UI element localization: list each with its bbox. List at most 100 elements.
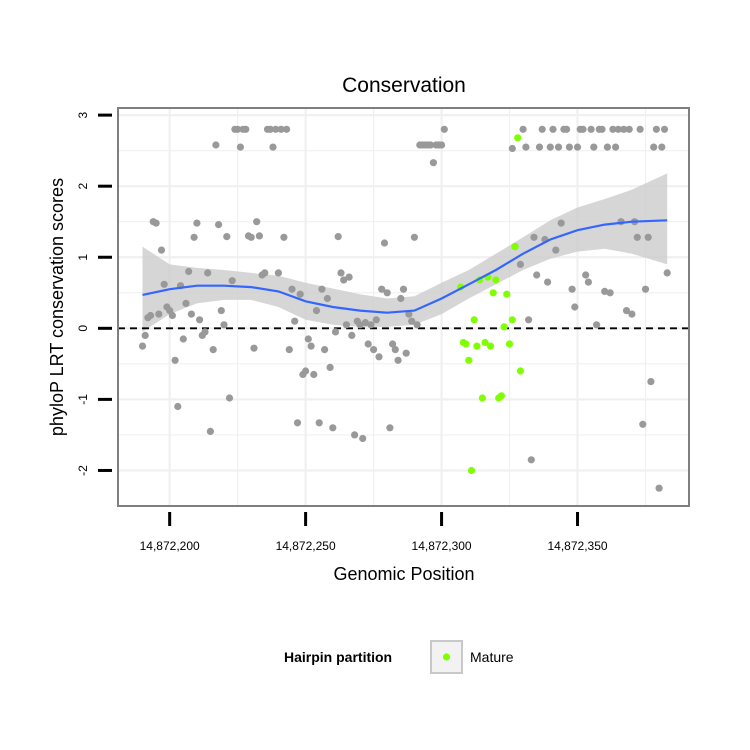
mature-point xyxy=(486,342,495,350)
x-tick-label: 14,872,350 xyxy=(547,539,607,553)
legend: Hairpin partition Mature xyxy=(284,640,514,674)
other-point xyxy=(658,143,666,151)
other-point xyxy=(584,278,593,286)
other-point xyxy=(315,419,323,427)
mature-point xyxy=(511,243,519,251)
other-point xyxy=(277,125,285,133)
other-point xyxy=(179,335,187,343)
mature-point xyxy=(489,289,497,297)
other-point xyxy=(587,125,595,133)
other-point xyxy=(323,294,331,303)
other-point xyxy=(310,370,318,379)
other-point xyxy=(225,394,234,402)
mature-point xyxy=(514,134,522,142)
other-point xyxy=(622,307,631,315)
other-point xyxy=(644,233,652,241)
other-point xyxy=(342,321,350,329)
other-point xyxy=(568,285,576,293)
legend-key-dot xyxy=(442,653,451,661)
other-point xyxy=(168,311,176,320)
other-point xyxy=(283,125,291,133)
mature-point xyxy=(473,342,481,350)
smooth-trend-line xyxy=(142,219,668,314)
other-point xyxy=(293,419,302,427)
other-point xyxy=(345,273,353,281)
other-point xyxy=(269,143,277,151)
other-point xyxy=(408,317,416,325)
other-point xyxy=(174,402,182,411)
other-point xyxy=(660,125,669,133)
other-point xyxy=(598,125,606,133)
other-point xyxy=(647,378,655,386)
other-point xyxy=(296,290,304,298)
other-point xyxy=(386,424,394,432)
other-point xyxy=(220,321,228,329)
other-point xyxy=(351,431,359,439)
other-point xyxy=(527,456,535,464)
other-point xyxy=(193,219,201,227)
mature-point xyxy=(481,338,489,347)
other-point xyxy=(609,125,617,133)
other-point xyxy=(356,321,364,329)
other-point xyxy=(590,143,598,151)
other-point xyxy=(291,317,299,325)
mature-point xyxy=(516,367,525,375)
other-point xyxy=(318,285,326,293)
other-point xyxy=(321,346,329,354)
mature-point xyxy=(467,466,476,475)
other-point xyxy=(367,321,375,329)
panel-border xyxy=(117,107,690,507)
other-point xyxy=(573,143,582,151)
other-point xyxy=(612,143,620,151)
other-point xyxy=(628,310,636,318)
other-point xyxy=(652,125,661,133)
y-tick-label: 0 xyxy=(76,325,90,332)
other-point xyxy=(427,141,435,149)
x-axis: 14,872,200 14,872,250 14,872,300 14,872,350 xyxy=(140,512,608,553)
other-point xyxy=(636,125,644,133)
other-point xyxy=(410,233,418,241)
other-point xyxy=(508,144,516,153)
other-point xyxy=(206,427,214,435)
other-point xyxy=(378,285,386,293)
other-point xyxy=(160,280,168,288)
other-point xyxy=(147,311,155,320)
other-point xyxy=(535,143,544,151)
mature-point xyxy=(497,392,505,400)
other-point xyxy=(359,434,367,443)
other-point xyxy=(274,269,282,277)
other-point xyxy=(228,277,236,285)
other-point xyxy=(304,335,312,343)
other-point xyxy=(554,143,563,151)
other-point xyxy=(288,285,296,293)
y-axis-title: phyloP LRT conservation scores xyxy=(47,178,67,436)
other-point xyxy=(141,331,149,339)
other-point xyxy=(650,143,658,151)
other-point xyxy=(625,125,633,133)
other-point xyxy=(389,340,397,348)
y-tick-label: -2 xyxy=(76,465,90,476)
other-point xyxy=(285,346,293,354)
other-point xyxy=(429,159,437,167)
other-point xyxy=(340,276,348,284)
other-point xyxy=(331,328,340,336)
x-tick-label: 14,872,250 xyxy=(276,539,336,553)
mature-point xyxy=(465,356,473,364)
other-point xyxy=(312,307,321,315)
other-point xyxy=(579,125,587,133)
y-tick-label: 1 xyxy=(76,254,90,261)
other-point xyxy=(255,232,263,240)
other-point xyxy=(280,233,288,241)
other-point xyxy=(394,356,402,364)
other-point xyxy=(348,331,356,339)
other-point xyxy=(329,424,337,432)
confidence-band xyxy=(142,173,668,332)
x-tick-label: 14,872,300 xyxy=(412,539,472,553)
other-point xyxy=(402,349,410,357)
legend-label-mature: Mature xyxy=(470,649,514,665)
y-tick-label: 3 xyxy=(76,111,90,118)
y-tick-label: 2 xyxy=(76,183,90,190)
other-point xyxy=(334,233,342,241)
other-point xyxy=(606,289,614,297)
other-point xyxy=(155,310,163,318)
